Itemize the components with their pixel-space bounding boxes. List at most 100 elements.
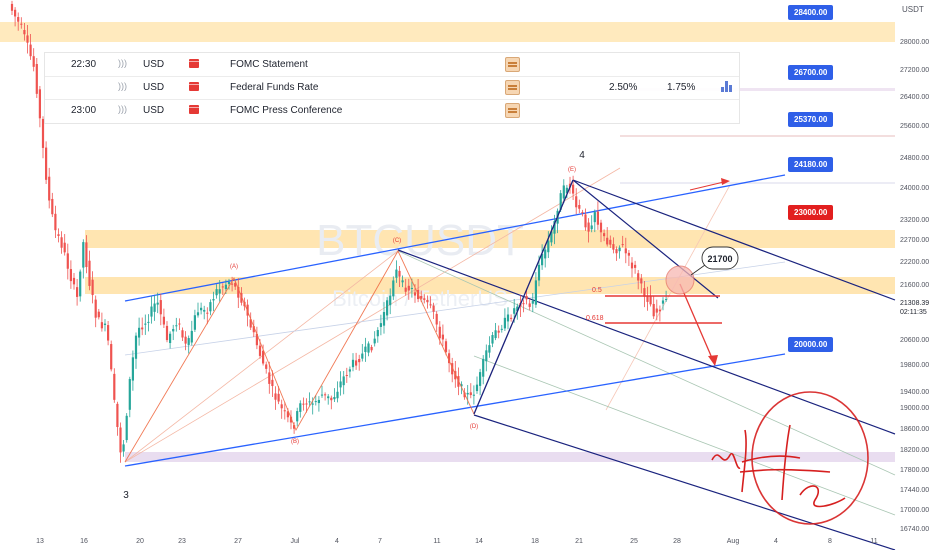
event-name: FOMC Statement (230, 59, 308, 70)
candle-body (88, 260, 91, 286)
volatility-icon: ))) (118, 104, 127, 114)
candle-body (128, 379, 131, 410)
candle-body (17, 17, 20, 22)
current-price-tag (896, 297, 932, 317)
candle-body (169, 333, 172, 344)
candle-body (29, 44, 32, 57)
calendar-row-federal-funds-rate[interactable]: ))) USD Federal Funds Rate 2.50% 1.75% (45, 76, 739, 100)
candle-body (516, 306, 519, 312)
candle-body (587, 222, 590, 232)
price-axis-tick: 28000.00 (900, 39, 929, 46)
candle-body (565, 187, 568, 194)
projection-arrow-down (679, 283, 716, 366)
candle-body (190, 330, 193, 343)
candle-body (165, 325, 169, 341)
watermark-symbol: BTCUSDT (316, 216, 524, 265)
time-axis-tick: 14 (475, 538, 483, 545)
wave-label-a: (A) (230, 264, 238, 270)
candle-body (221, 286, 224, 288)
candle-body (234, 282, 237, 287)
candle-body (97, 311, 100, 318)
price-axis-tick: 17440.00 (900, 487, 929, 494)
candle-body (593, 212, 596, 223)
time-axis-tick: Aug (727, 538, 740, 545)
price-badge-28400[interactable]: 28400.00 (788, 5, 834, 20)
candle-body (497, 330, 500, 333)
candle-body (652, 303, 655, 317)
candle-body (100, 322, 103, 329)
candle-body (612, 244, 615, 250)
candle-body (119, 427, 122, 453)
candle-body (581, 212, 584, 214)
bar-chart-icon[interactable] (721, 81, 733, 92)
candle-body (432, 305, 435, 312)
candle-body (305, 403, 308, 405)
candle-body (444, 341, 448, 353)
candle-body (435, 313, 438, 325)
wave-label-3: 3 (123, 490, 129, 501)
candle-body (116, 403, 119, 428)
calendar-row-fomc-statement[interactable]: 22:30 ))) USD FOMC Statement (45, 53, 739, 77)
time-axis[interactable]: 13 16 20 23 27 Jul 4 7 11 14 18 21 25 28 Aug 4 8 11 (36, 538, 878, 545)
wave-e-leg (473, 179, 574, 415)
resistance-zone-top (0, 22, 895, 42)
candle-body (103, 323, 107, 325)
calendar-row-fomc-press-conference[interactable]: 23:00 ))) USD FOMC Press Conference (45, 99, 739, 122)
candle-body (618, 247, 621, 252)
candle-body (293, 425, 296, 429)
candle-body (76, 287, 79, 297)
document-icon[interactable] (505, 57, 520, 72)
candle-body (141, 327, 144, 330)
projection-arrowhead-right (721, 178, 730, 185)
time-axis-tick: 8 (828, 538, 832, 545)
candle-body (227, 282, 231, 284)
signature-logo (711, 391, 869, 525)
time-axis-tick: 4 (335, 538, 339, 545)
price-badge-24180[interactable]: 24180.00 (788, 157, 834, 172)
candle-body (147, 321, 150, 323)
candle-body (584, 214, 587, 228)
candle-body (401, 280, 404, 283)
candle-body (299, 403, 302, 412)
price-axis[interactable]: 28000.00 27200.00 26400.00 25600.00 24800.00… (900, 39, 929, 533)
candle-body (646, 296, 649, 302)
price-badge-20000[interactable]: 20000.00 (788, 337, 834, 352)
candle-body (277, 393, 280, 402)
callout-bubble[interactable] (701, 246, 739, 270)
candle-body (553, 221, 556, 234)
candle-body (466, 392, 469, 395)
candle-body (606, 237, 609, 245)
candle-body (599, 222, 603, 233)
price-badge-26700[interactable]: 26700.00 (788, 65, 834, 80)
green-median-lower (473, 355, 896, 516)
document-icon[interactable] (505, 103, 520, 118)
candle-body (373, 338, 376, 344)
candle-body (262, 350, 265, 364)
supply-zone-upper (85, 230, 895, 248)
candle-body (35, 64, 38, 94)
price-axis-tick: 19400.00 (900, 389, 929, 396)
price-axis-tick: 25600.00 (900, 123, 929, 130)
candle-body (224, 284, 227, 290)
price-badge-23000[interactable]: 23000.00 (788, 205, 834, 220)
candle-body (386, 300, 389, 316)
price-axis-tick: 16740.00 (900, 526, 929, 533)
time-axis-tick: 7 (378, 538, 382, 545)
candle-body (91, 279, 94, 296)
candle-body (398, 270, 401, 277)
candle-body (212, 299, 215, 301)
candle-body (23, 30, 26, 35)
candle-body (107, 325, 110, 341)
price-axis-tick: 22200.00 (900, 259, 929, 266)
candle-body (57, 234, 60, 236)
candle-body (376, 329, 379, 337)
candle-body (370, 346, 373, 351)
reversal-highlight-circle (665, 265, 695, 295)
price-badge-25370[interactable]: 25370.00 (788, 112, 834, 127)
candle-body (308, 401, 311, 403)
wave-3-to-c-guide (124, 250, 399, 463)
candle-body (634, 264, 637, 268)
downtrend-line-1 (397, 249, 896, 435)
document-icon[interactable] (505, 80, 520, 95)
